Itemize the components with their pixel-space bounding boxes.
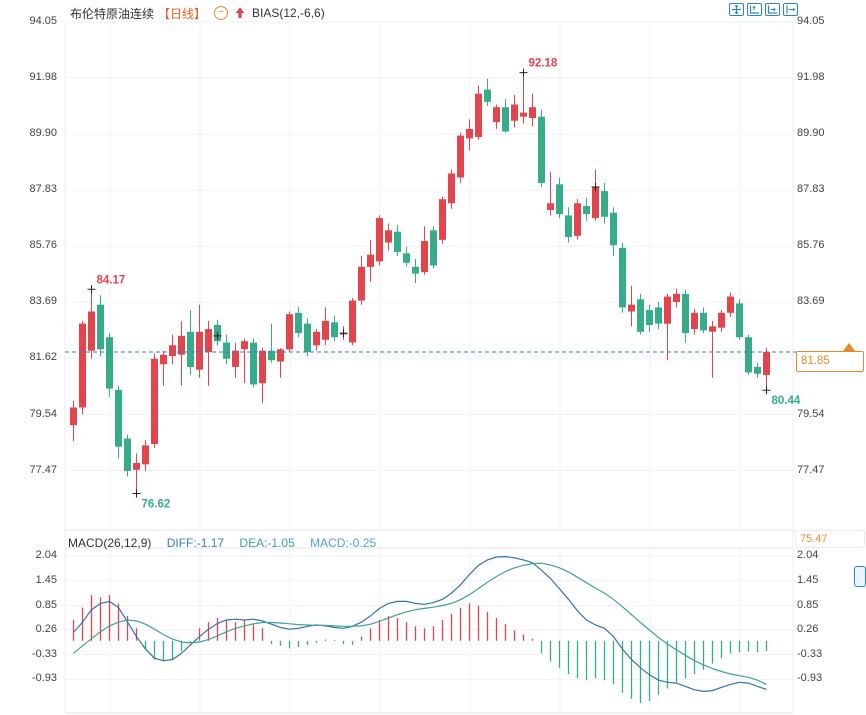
- macd-dea-value: DEA:-1.05: [239, 536, 295, 550]
- red-up-arrow-icon: [234, 7, 246, 19]
- macd-histogram: [72, 595, 768, 703]
- diff-line: [73, 555, 767, 693]
- period-label[interactable]: 【日线】: [158, 6, 207, 21]
- svg-text:84.17: 84.17: [97, 274, 126, 286]
- macd-diff-value: DIFF:-1.17: [166, 536, 225, 550]
- axis-bottom-label: 75.47: [795, 530, 865, 548]
- svg-text:76.62: 76.62: [142, 499, 171, 511]
- symbol-name: 布伦特原油连续: [70, 6, 155, 21]
- grid-lines: [64, 21, 794, 714]
- axis-scale-right-button[interactable]: [765, 3, 780, 16]
- circle-minus-icon[interactable]: −: [214, 6, 229, 20]
- macd-macd-value: MACD:-0.25: [310, 536, 377, 550]
- pan-exit-right-button[interactable]: [783, 3, 798, 16]
- crosshair-move-button[interactable]: [729, 3, 744, 16]
- chart-toolbar: [729, 3, 798, 16]
- annotations: 84.17 76.62 92.18 80.44: [87, 58, 801, 511]
- svg-text:80.44: 80.44: [772, 395, 801, 407]
- svg-text:92.18: 92.18: [529, 58, 558, 70]
- macd-title: MACD(26,12,9): [68, 536, 152, 550]
- candle-series: [70, 72, 770, 494]
- indicator-label: BIAS(12,-6,6): [252, 6, 325, 20]
- cross-markers: [213, 183, 600, 340]
- dea-line: [73, 562, 767, 685]
- price-up-arrow-icon: [843, 343, 855, 351]
- current-price-tag: 81.85: [796, 351, 864, 372]
- axis-drag-handle-icon[interactable]: [854, 566, 866, 587]
- axis-scale-up-button[interactable]: [747, 3, 762, 16]
- macd-header: MACD(26,12,9) DIFF:-1.17 DEA:-1.05 MACD:…: [68, 536, 376, 550]
- chart-header: 布伦特原油连续 【日线】 − BIAS(12,-6,6): [70, 4, 325, 22]
